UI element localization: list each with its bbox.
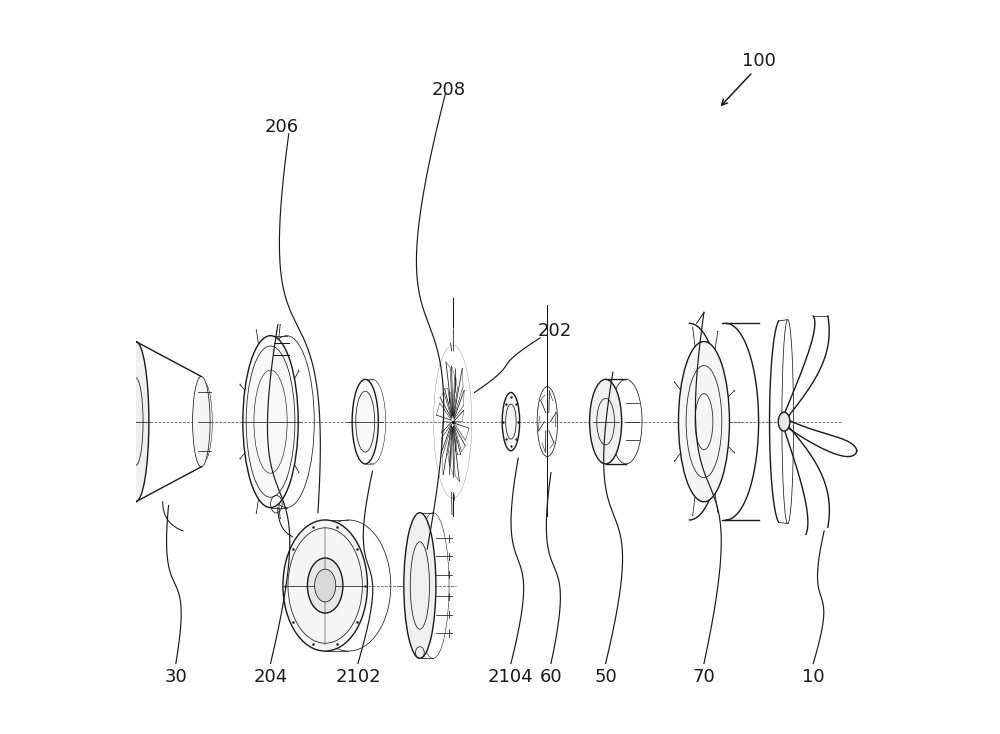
Ellipse shape	[590, 379, 622, 464]
Ellipse shape	[193, 377, 210, 467]
Text: 2102: 2102	[335, 668, 381, 686]
Ellipse shape	[678, 341, 729, 502]
Text: 50: 50	[594, 668, 617, 686]
Ellipse shape	[315, 569, 336, 602]
Ellipse shape	[404, 512, 436, 658]
Ellipse shape	[283, 520, 367, 651]
Text: 30: 30	[164, 668, 187, 686]
Ellipse shape	[778, 413, 790, 431]
Text: 60: 60	[540, 668, 562, 686]
Ellipse shape	[307, 558, 343, 613]
Text: 10: 10	[802, 668, 825, 686]
Ellipse shape	[123, 341, 149, 502]
Text: 2104: 2104	[488, 668, 534, 686]
Text: 202: 202	[538, 321, 572, 340]
Ellipse shape	[352, 379, 378, 464]
Ellipse shape	[243, 335, 298, 508]
Text: 208: 208	[432, 81, 466, 99]
Text: 70: 70	[693, 668, 715, 686]
Text: 206: 206	[264, 117, 299, 136]
Ellipse shape	[502, 393, 520, 451]
Text: 100: 100	[742, 52, 776, 70]
Text: 204: 204	[253, 668, 288, 686]
